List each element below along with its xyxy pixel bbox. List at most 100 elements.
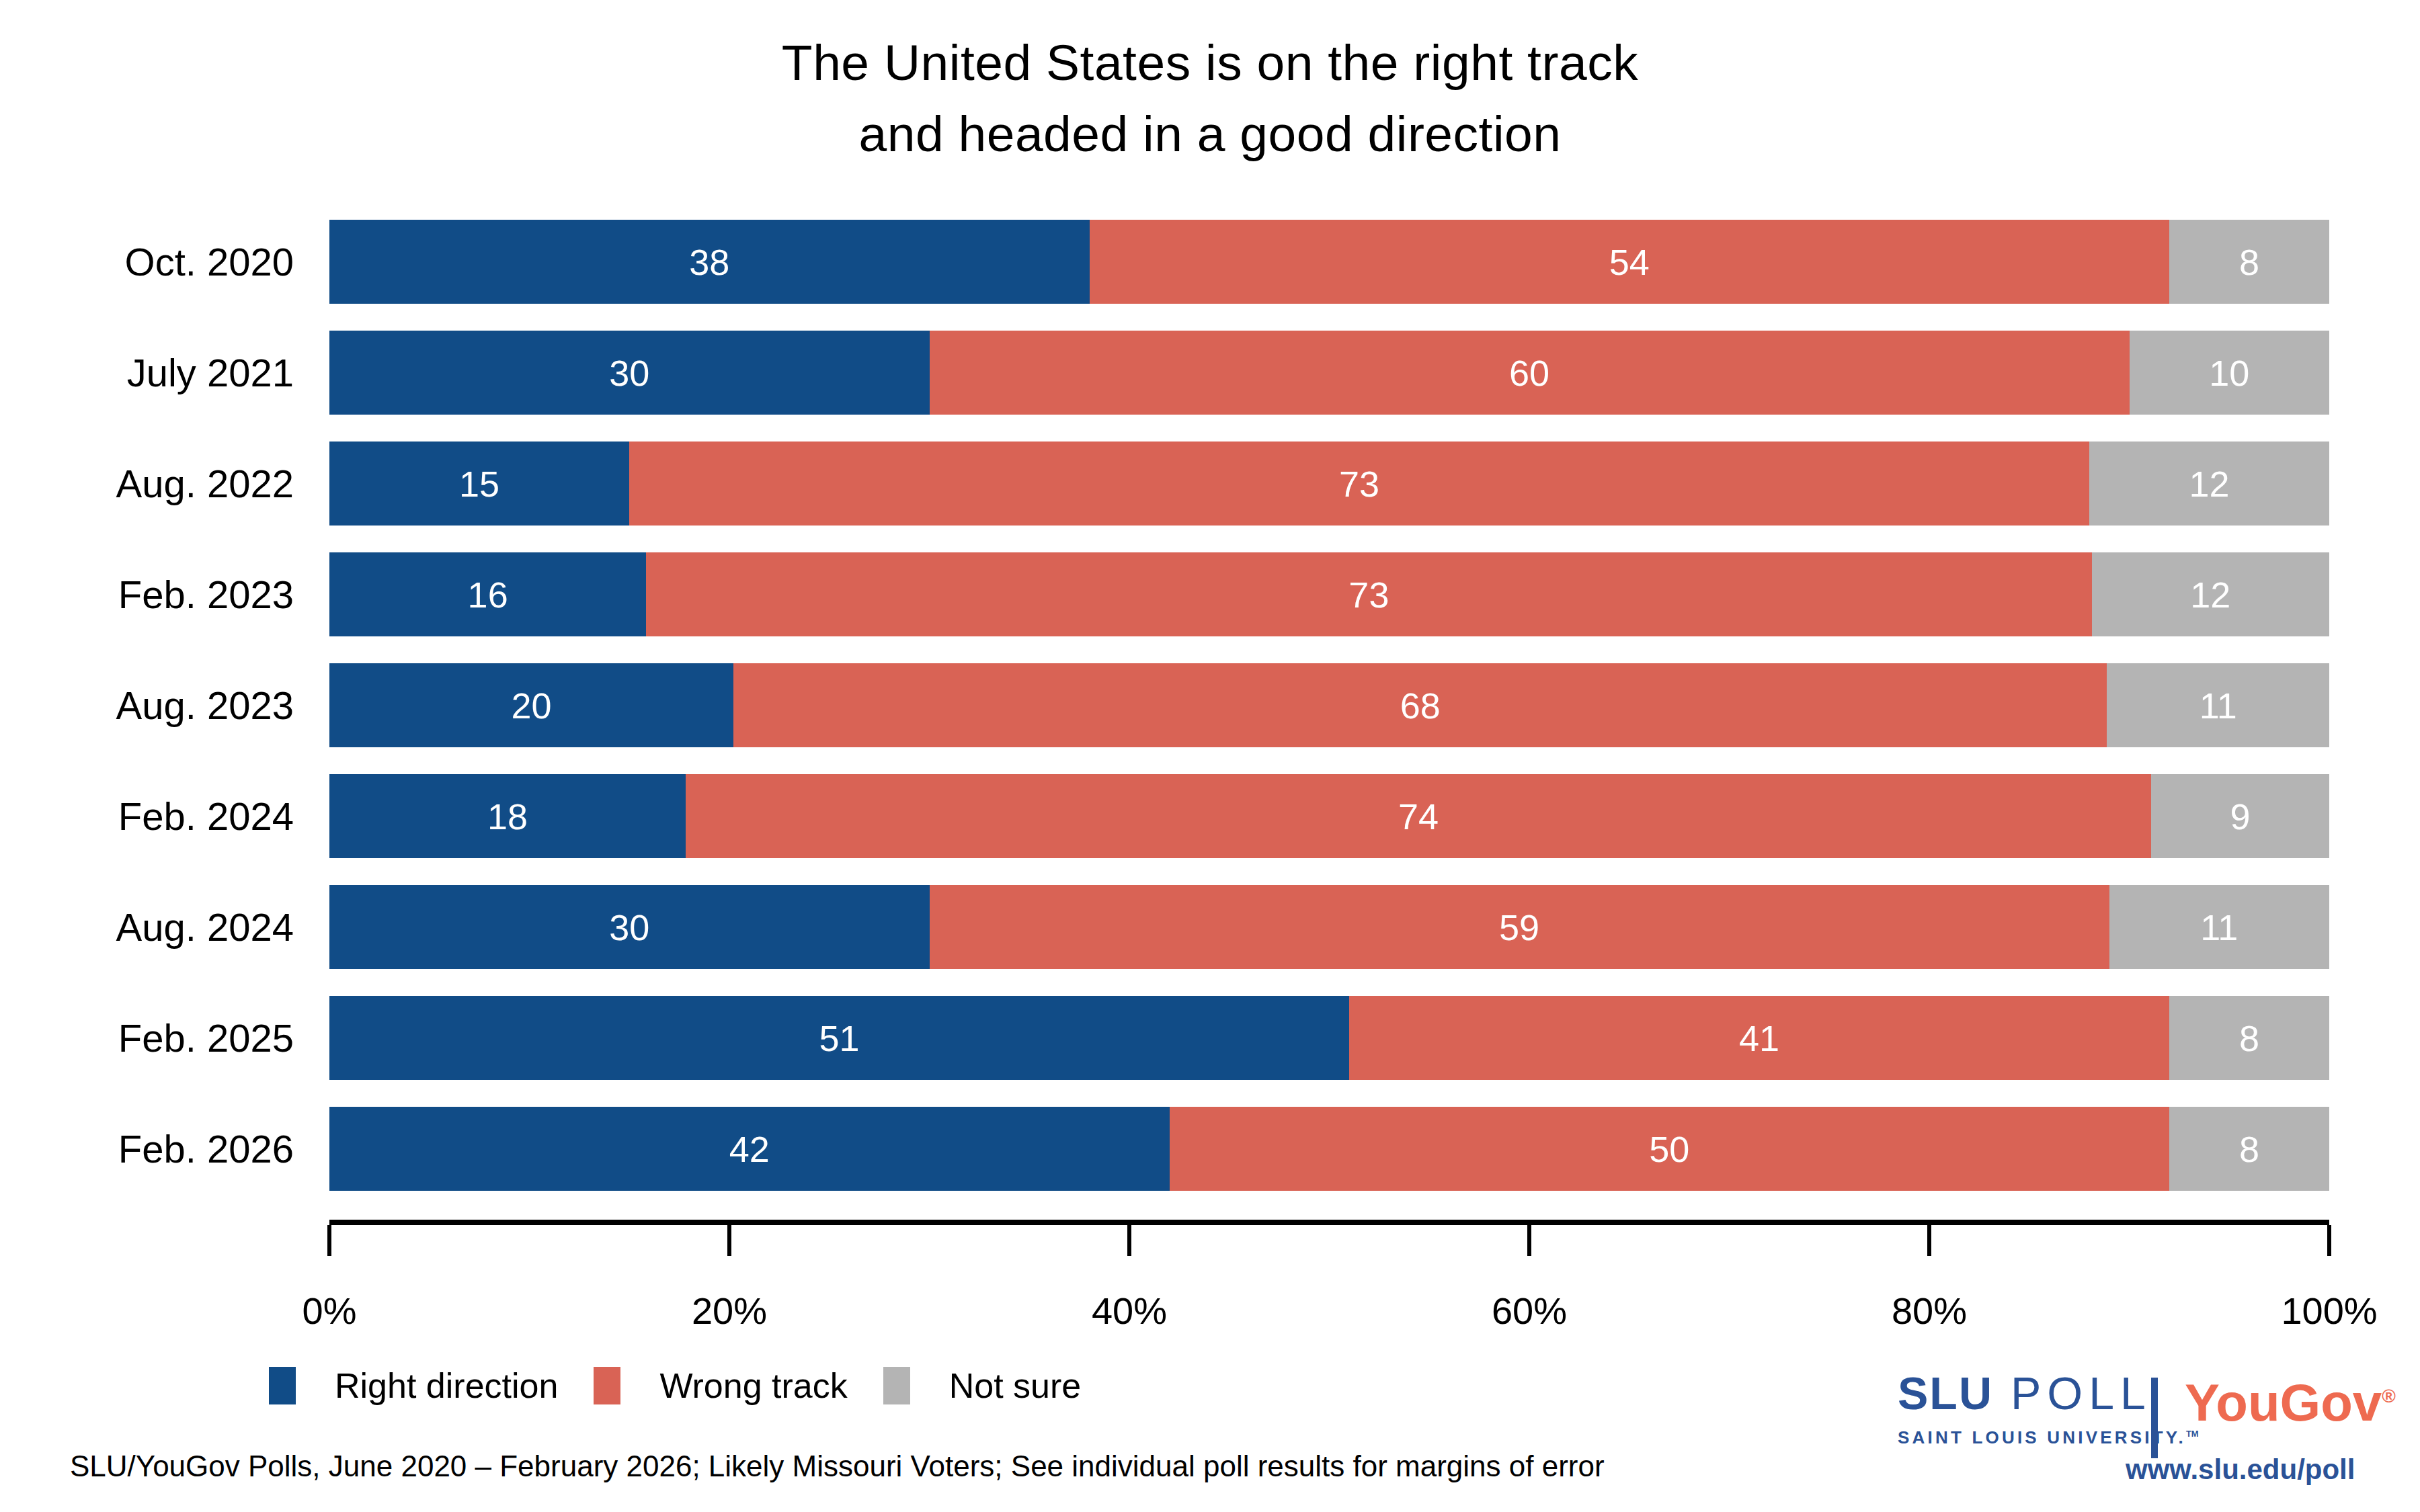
legend-label: Not sure bbox=[949, 1366, 1082, 1406]
bar-segment-right-direction: 42 bbox=[329, 1107, 1170, 1191]
row-label: Aug. 2022 bbox=[0, 461, 294, 506]
bar-row: Feb. 2023 16 73 12 bbox=[0, 552, 2329, 636]
x-axis-tick bbox=[1927, 1225, 1931, 1256]
bar-track: 18749 bbox=[329, 774, 2329, 858]
bar-segment-right-direction: 38 bbox=[329, 220, 1090, 304]
bar-segment-wrong-track: 74 bbox=[686, 774, 2151, 858]
bar-segment-wrong-track: 41 bbox=[1349, 996, 2169, 1080]
row-label: Feb. 2026 bbox=[0, 1126, 294, 1171]
bar-segment-right-direction: 30 bbox=[329, 885, 930, 969]
bar-segment-not-sure: 12 bbox=[2089, 442, 2329, 526]
legend-swatch-wrong-track bbox=[594, 1367, 620, 1404]
bar-value-label: 30 bbox=[609, 352, 649, 394]
yougov-logo: YouGov® bbox=[2185, 1372, 2396, 1433]
bar-value-label: 42 bbox=[729, 1128, 770, 1170]
bar-value-label: 8 bbox=[2239, 241, 2259, 283]
chart-title-line2: and headed in a good direction bbox=[0, 98, 2420, 169]
bar-row: Aug. 2022 15 73 12 bbox=[0, 442, 2329, 526]
bar-value-label: 73 bbox=[1348, 574, 1389, 616]
row-label: Aug. 2023 bbox=[0, 683, 294, 728]
bar-segment-not-sure: 11 bbox=[2109, 885, 2329, 969]
legend-label: Right direction bbox=[335, 1366, 558, 1406]
bar-segment-right-direction: 51 bbox=[329, 996, 1349, 1080]
legend-item-wrong-track: Wrong track bbox=[594, 1366, 847, 1406]
bar-value-label: 15 bbox=[459, 463, 499, 505]
bar-row: Feb. 202418749 bbox=[0, 774, 2329, 858]
bar-row: Aug. 2023 20 68 11 bbox=[0, 663, 2329, 747]
bar-value-label: 68 bbox=[1400, 685, 1441, 726]
bar-track: 38 54 8 bbox=[329, 220, 2329, 304]
bar-value-label: 41 bbox=[1739, 1017, 1779, 1059]
bar-segment-right-direction: 20 bbox=[329, 663, 733, 747]
x-axis-tick-label: 60% bbox=[1492, 1289, 1567, 1333]
x-axis-tick bbox=[1127, 1225, 1131, 1256]
bar-segment-wrong-track: 50 bbox=[1170, 1107, 2170, 1191]
bar-row: July 2021 30 60 10 bbox=[0, 331, 2329, 415]
x-axis-tick bbox=[327, 1225, 331, 1256]
bar-value-label: 50 bbox=[1649, 1128, 1689, 1170]
bar-track: 15 73 12 bbox=[329, 442, 2329, 526]
x-axis-tick bbox=[1527, 1225, 1531, 1256]
x-axis: 0%20%40%60%80%100% bbox=[329, 1220, 2329, 1225]
bar-segment-right-direction: 30 bbox=[329, 331, 930, 415]
bar-segment-right-direction: 18 bbox=[329, 774, 686, 858]
bar-value-label: 10 bbox=[2209, 352, 2249, 394]
bar-track: 30 59 11 bbox=[329, 885, 2329, 969]
bar-row: Feb. 2025 51 41 8 bbox=[0, 996, 2329, 1080]
bar-segment-not-sure: 8 bbox=[2169, 996, 2329, 1080]
bar-value-label: 30 bbox=[609, 907, 649, 948]
bar-value-label: 59 bbox=[1499, 907, 1539, 948]
bar-value-label: 18 bbox=[487, 796, 528, 837]
bar-segment-wrong-track: 73 bbox=[646, 552, 2091, 636]
bar-value-label: 16 bbox=[468, 574, 508, 616]
bar-value-label: 12 bbox=[2189, 463, 2229, 505]
yougov-registered-mark: ® bbox=[2382, 1386, 2396, 1406]
bar-value-label: 60 bbox=[1509, 352, 1549, 394]
bar-segment-wrong-track: 68 bbox=[733, 663, 2107, 747]
bar-value-label: 11 bbox=[2200, 685, 2237, 726]
row-label: July 2021 bbox=[0, 350, 294, 395]
slu-subtitle-text: SAINT LOUIS UNIVERSITY. bbox=[1898, 1427, 2186, 1447]
bar-row: Aug. 2024 30 59 11 bbox=[0, 885, 2329, 969]
x-axis-tick bbox=[727, 1225, 731, 1256]
bar-value-label: 73 bbox=[1339, 463, 1379, 505]
row-label: Feb. 2023 bbox=[0, 572, 294, 617]
bar-track: 51 41 8 bbox=[329, 996, 2329, 1080]
bar-track: 16 73 12 bbox=[329, 552, 2329, 636]
bar-row: Feb. 2026 42 50 8 bbox=[0, 1107, 2329, 1191]
chart-title: The United States is on the right track … bbox=[0, 27, 2420, 169]
bar-segment-not-sure: 11 bbox=[2107, 663, 2329, 747]
bar-value-label: 74 bbox=[1398, 796, 1439, 837]
yougov-wordmark: YouGov bbox=[2185, 1373, 2382, 1432]
bar-value-label: 8 bbox=[2239, 1128, 2259, 1170]
bar-segment-not-sure: 12 bbox=[2092, 552, 2329, 636]
x-axis-tick-label: 100% bbox=[2281, 1289, 2377, 1333]
bar-segment-not-sure: 8 bbox=[2169, 1107, 2329, 1191]
bar-row: Oct. 2020 38 54 8 bbox=[0, 220, 2329, 304]
bar-segment-wrong-track: 54 bbox=[1090, 220, 2170, 304]
bar-value-label: 54 bbox=[1609, 241, 1650, 283]
x-axis-tick-label: 20% bbox=[692, 1289, 767, 1333]
slu-wordmark-slu: SLU bbox=[1898, 1370, 1993, 1417]
bar-value-label: 51 bbox=[819, 1017, 860, 1059]
bar-segment-wrong-track: 73 bbox=[629, 442, 2089, 526]
row-label: Feb. 2024 bbox=[0, 794, 294, 839]
bar-segment-right-direction: 16 bbox=[329, 552, 646, 636]
source-note: SLU/YouGov Polls, June 2020 – February 2… bbox=[70, 1450, 1605, 1483]
legend-item-not-sure: Not sure bbox=[883, 1366, 1082, 1406]
logo-divider bbox=[2151, 1378, 2158, 1458]
row-label: Aug. 2024 bbox=[0, 905, 294, 950]
bar-value-label: 8 bbox=[2239, 1017, 2259, 1059]
legend-item-right-direction: Right direction bbox=[269, 1366, 558, 1406]
bar-track: 42 50 8 bbox=[329, 1107, 2329, 1191]
legend-swatch-right-direction bbox=[269, 1367, 296, 1404]
x-axis-tick-label: 80% bbox=[1892, 1289, 1967, 1333]
row-label: Oct. 2020 bbox=[0, 239, 294, 284]
bar-track: 30 60 10 bbox=[329, 331, 2329, 415]
legend-label: Wrong track bbox=[659, 1366, 847, 1406]
legend: Right direction Wrong track Not sure bbox=[269, 1366, 1117, 1406]
bar-segment-not-sure: 8 bbox=[2169, 220, 2329, 304]
slu-poll-url: www.slu.edu/poll bbox=[2126, 1454, 2355, 1486]
row-label: Feb. 2025 bbox=[0, 1015, 294, 1060]
bar-value-label: 38 bbox=[689, 241, 729, 283]
